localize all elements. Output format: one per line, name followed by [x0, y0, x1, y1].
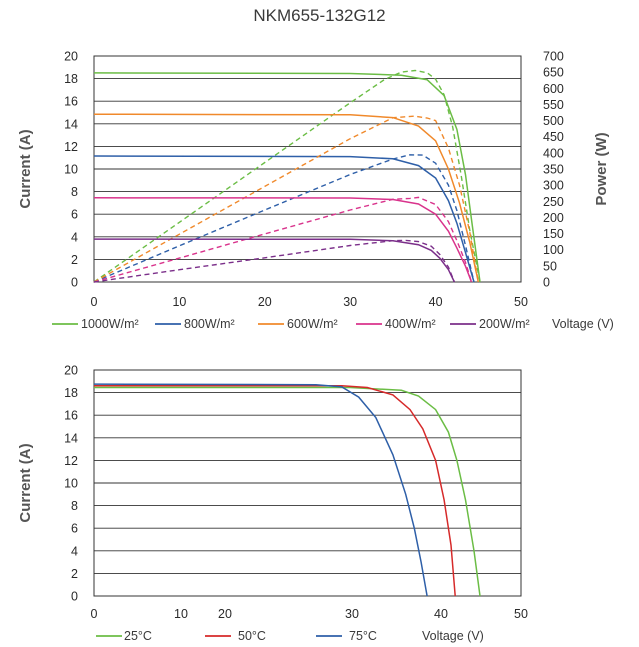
- current-curve-2: [93, 155, 475, 283]
- power-curve-1: [93, 69, 481, 283]
- y2-tick-label: 450: [543, 130, 564, 144]
- chart-2: 0 2 4 6 8 10 12 14 16 18 20 0 10 20 30 40 50 Current (A) 2…: [17, 364, 528, 644]
- y-tick-label: 2: [71, 567, 78, 581]
- y-tick-label: 12: [64, 140, 78, 154]
- x-tick-label: 20: [218, 607, 232, 621]
- y2-tick-label: 200: [543, 211, 564, 225]
- legend-label: 25°C: [124, 629, 152, 643]
- y-tick-label: 20: [64, 364, 78, 378]
- y-tick-label: 8: [71, 185, 78, 199]
- y-tick-label: 4: [71, 230, 78, 244]
- x-tick-label: 50: [514, 607, 528, 621]
- y2-tick-label: 650: [543, 66, 564, 80]
- chart-title: NKM655-132G12: [253, 6, 386, 25]
- legend-label: 1000W/m²: [81, 317, 139, 331]
- top-chart: 0246810121416182005010015020025030035040…: [17, 50, 614, 332]
- current-curve-5: [93, 238, 456, 283]
- x-tick-label: 10: [174, 607, 188, 621]
- y2-tick-label: 400: [543, 146, 564, 160]
- y-tick-label: 18: [64, 386, 78, 400]
- legend-voltage-label: Voltage (V): [422, 629, 484, 643]
- y-tick-label: 0: [71, 590, 78, 604]
- y-tick-label: 20: [64, 50, 78, 64]
- legend-label: 800W/m²: [184, 317, 235, 331]
- legend-label: 600W/m²: [287, 317, 338, 331]
- x-tick-label: 50: [514, 295, 528, 309]
- y2-tick-label: 50: [543, 259, 557, 273]
- y2-tick-label: 100: [543, 243, 564, 257]
- y-tick-label: 16: [64, 409, 78, 423]
- y-tick-label: 4: [71, 544, 78, 558]
- y2-tick-label: 550: [543, 98, 564, 112]
- y-tick-label: 10: [64, 477, 78, 491]
- y-tick-label: 18: [64, 72, 78, 86]
- y-tick-label: 14: [64, 431, 78, 445]
- current-curve-1: [93, 72, 481, 283]
- y-tick-label: 14: [64, 117, 78, 131]
- y2-tick-label: 0: [543, 276, 550, 290]
- y-tick-label: 8: [71, 499, 78, 513]
- y-axis-title: Current (A): [17, 129, 34, 208]
- legend-label: 400W/m²: [385, 317, 436, 331]
- power-curve-2: [93, 154, 475, 283]
- y2-tick-label: 300: [543, 179, 564, 193]
- x-tick-label: 40: [429, 295, 443, 309]
- x-tick-label: 10: [172, 295, 186, 309]
- y-tick-label: 10: [64, 163, 78, 177]
- y2-tick-label: 700: [543, 50, 564, 64]
- current-curve-3: [93, 383, 428, 597]
- legend-label: 50°C: [238, 629, 266, 643]
- x-tick-label: 0: [91, 295, 98, 309]
- y2-tick-label: 250: [543, 195, 564, 209]
- current-curve-3: [93, 113, 480, 283]
- power-curve-5: [93, 239, 456, 283]
- y2-tick-label: 500: [543, 114, 564, 128]
- chart-1: 0246810121416182005010015020025030035040…: [17, 50, 614, 332]
- x-tick-label: 20: [258, 295, 272, 309]
- y-tick-label: 16: [64, 95, 78, 109]
- y2-tick-label: 150: [543, 227, 564, 241]
- x-tick-label: 0: [91, 607, 98, 621]
- x-tick-label: 30: [343, 295, 357, 309]
- current-curve-1: [94, 386, 481, 597]
- x-tick-label: 40: [434, 607, 448, 621]
- y2-axis-title: Power (W): [593, 132, 610, 205]
- current-curve-2: [94, 385, 456, 597]
- power-curve-4: [93, 196, 473, 283]
- y-tick-label: 6: [71, 522, 78, 536]
- current-curve-4: [93, 197, 473, 283]
- y-tick-label: 12: [64, 454, 78, 468]
- y-axis-title: Current (A): [17, 443, 34, 522]
- y-tick-label: 6: [71, 208, 78, 222]
- y-tick-label: 2: [71, 253, 78, 267]
- power-curve-3: [93, 115, 479, 283]
- legend-label: 200W/m²: [479, 317, 530, 331]
- legend-label: 75°C: [349, 629, 377, 643]
- y2-tick-label: 600: [543, 82, 564, 96]
- x-tick-label: 30: [345, 607, 359, 621]
- y2-tick-label: 350: [543, 163, 564, 177]
- y-tick-label: 0: [71, 276, 78, 290]
- legend-voltage-label: Voltage (V): [552, 317, 614, 331]
